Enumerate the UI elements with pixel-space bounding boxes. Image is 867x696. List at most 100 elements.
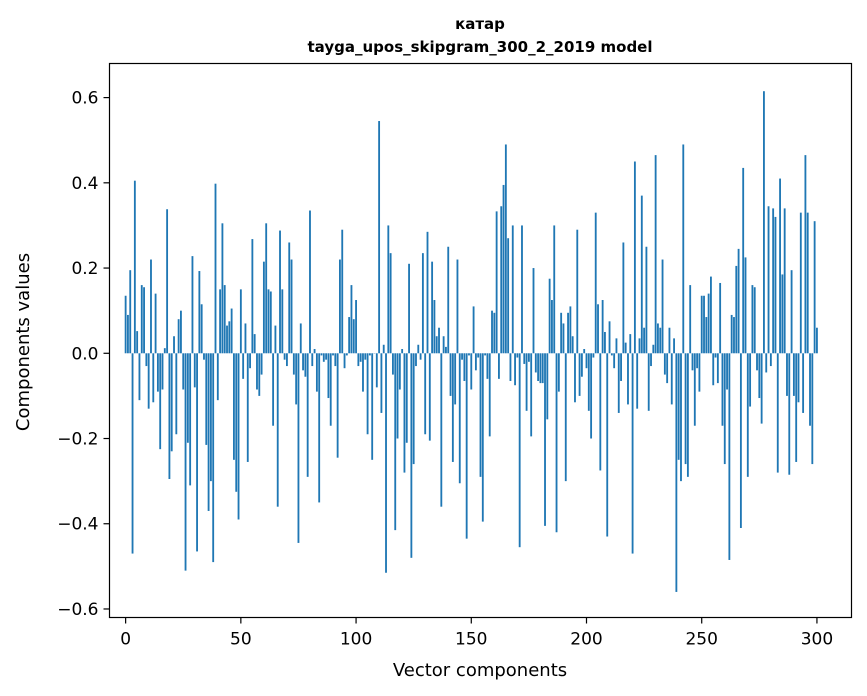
bar (329, 353, 332, 426)
bar (569, 306, 572, 354)
bar (216, 353, 219, 401)
bar (276, 353, 279, 507)
y-tick-label: −0.6 (57, 600, 98, 620)
x-tick-label: 50 (230, 630, 252, 650)
bar (663, 353, 666, 375)
bar (203, 353, 205, 360)
bar (617, 353, 620, 413)
x-tick-label: 150 (455, 630, 487, 650)
bar (150, 259, 152, 354)
bar (304, 353, 307, 377)
bar (733, 317, 735, 354)
bar (152, 353, 155, 403)
bar (705, 317, 708, 354)
bar (219, 289, 222, 354)
bar (659, 327, 662, 354)
bar (749, 353, 752, 407)
bar (447, 246, 450, 354)
bar (415, 353, 417, 367)
bar (746, 353, 749, 477)
bar (230, 308, 233, 354)
bar (502, 184, 505, 354)
bar (530, 353, 533, 437)
bar (585, 353, 588, 369)
bar (191, 256, 194, 354)
bar (133, 180, 136, 354)
bar (592, 353, 595, 358)
bar (159, 353, 162, 450)
bar (719, 282, 722, 354)
bar (343, 353, 346, 369)
bar (795, 353, 798, 462)
bar (256, 353, 258, 390)
bar (472, 306, 475, 354)
bar (629, 334, 632, 354)
bar (514, 353, 516, 386)
bar (700, 295, 703, 354)
bar (684, 353, 687, 465)
bar (299, 323, 302, 354)
bar (325, 353, 328, 360)
bar (454, 353, 457, 405)
bar (297, 353, 300, 543)
bar (742, 167, 745, 354)
bar (364, 353, 367, 360)
bar (184, 353, 187, 571)
bar (760, 353, 763, 424)
bar (525, 353, 528, 411)
bar (431, 261, 434, 354)
bar (286, 353, 288, 367)
x-tick-label: 250 (685, 630, 717, 650)
bar (143, 287, 145, 354)
bar (723, 353, 726, 465)
bar (175, 353, 178, 435)
bar (769, 353, 772, 367)
bar (735, 265, 738, 354)
bar (560, 312, 563, 354)
bar (604, 331, 606, 354)
bar (288, 242, 291, 354)
bar (792, 353, 795, 396)
bar (274, 325, 277, 354)
bar (677, 353, 680, 460)
bar (410, 353, 413, 558)
bar (601, 300, 604, 354)
bar (421, 253, 424, 354)
bar (507, 238, 510, 354)
bar (527, 353, 530, 362)
bar (712, 353, 715, 386)
bar (334, 353, 337, 367)
bar (352, 319, 355, 354)
bar (574, 353, 576, 403)
bar (756, 353, 758, 371)
bar (511, 225, 514, 354)
bar (797, 353, 800, 403)
bar (811, 353, 814, 465)
bar (290, 259, 293, 354)
bar (249, 353, 251, 369)
bar (445, 346, 447, 354)
bar (578, 353, 581, 396)
bar (714, 353, 717, 358)
y-tick-label: 0.2 (71, 259, 98, 279)
bar (799, 212, 802, 354)
bar (624, 342, 627, 354)
bar (309, 210, 311, 354)
bar (523, 353, 526, 364)
bar (786, 353, 788, 396)
bar (209, 353, 212, 482)
y-tick-label: 0.6 (71, 89, 98, 109)
bar (417, 344, 420, 354)
bar (774, 216, 777, 354)
bar (571, 336, 574, 354)
y-tick-label: −0.4 (57, 515, 98, 535)
chart-title-line2: tayga_upos_skipgram_300_2_2019 model (308, 38, 653, 56)
bar (380, 353, 383, 413)
bar (412, 353, 415, 465)
bar (327, 353, 330, 399)
bar (322, 353, 325, 362)
bar (610, 353, 613, 356)
bar (378, 121, 381, 354)
bar (613, 353, 616, 369)
bar (315, 353, 318, 392)
